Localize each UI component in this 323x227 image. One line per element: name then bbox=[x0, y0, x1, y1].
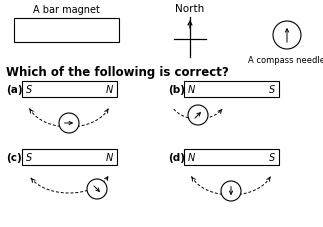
Text: (c): (c) bbox=[6, 152, 22, 162]
Circle shape bbox=[273, 22, 301, 50]
Text: A bar magnet: A bar magnet bbox=[33, 5, 100, 15]
Circle shape bbox=[188, 106, 208, 126]
Bar bbox=[22, 149, 117, 165]
Text: S: S bbox=[269, 85, 275, 95]
Text: N: N bbox=[188, 152, 195, 162]
Text: North: North bbox=[175, 4, 205, 14]
Circle shape bbox=[59, 114, 79, 133]
Bar bbox=[22, 82, 117, 98]
Circle shape bbox=[221, 181, 241, 201]
Text: S: S bbox=[26, 152, 32, 162]
Circle shape bbox=[87, 179, 107, 199]
Text: S: S bbox=[269, 152, 275, 162]
Text: (b): (b) bbox=[168, 85, 185, 95]
Text: Which of the following is correct?: Which of the following is correct? bbox=[6, 66, 229, 79]
Text: N: N bbox=[188, 85, 195, 95]
Text: (d): (d) bbox=[168, 152, 185, 162]
Text: A compass needle: A compass needle bbox=[248, 56, 323, 65]
Bar bbox=[184, 82, 279, 98]
Bar bbox=[14, 19, 119, 43]
Text: N: N bbox=[106, 85, 113, 95]
Text: S: S bbox=[26, 85, 32, 95]
Text: N: N bbox=[106, 152, 113, 162]
Text: (a): (a) bbox=[6, 85, 23, 95]
Bar bbox=[184, 149, 279, 165]
